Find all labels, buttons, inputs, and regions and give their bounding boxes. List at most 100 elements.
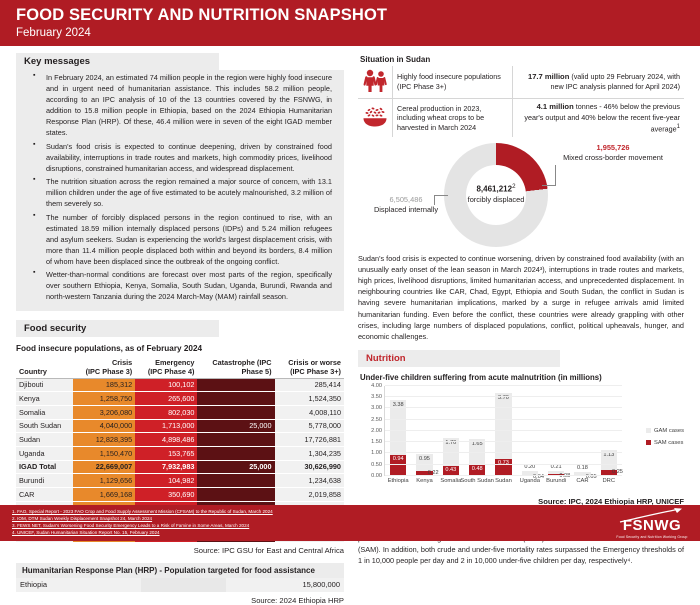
donut-mixed-caption: Mixed cross-border movement	[563, 153, 663, 163]
chart-bar-burundi: 0.21 0.08 Burundi	[543, 386, 570, 484]
chart-segment-gam: 3.70	[495, 392, 512, 460]
donut-center-label: 8,461,2122 forcibly displaced	[444, 183, 548, 205]
donut-label-internal: 6,505,486 Displaced internally	[360, 195, 452, 215]
chart-label-gam: 1.65	[471, 440, 483, 447]
figure-footnote-ref: 1	[676, 123, 680, 130]
chart-gridline: 0.00	[371, 473, 622, 479]
key-message-item: Wetter-than-normal conditions are foreca…	[33, 268, 332, 302]
chart-bar-uganda: 0.20 0.04 Uganda	[517, 386, 544, 484]
column-header-2: Emergency (IPC Phase 4)	[135, 355, 198, 379]
page-subtitle: February 2024	[16, 26, 91, 39]
chart-y-tick: 4.00	[371, 382, 382, 389]
hrp-source: Source: 2024 Ethiopia HRP	[251, 595, 344, 605]
cell-emergency: 1,713,000	[135, 419, 198, 434]
chart-gridline: 3.00	[371, 405, 622, 411]
footnote-3[interactable]: 3. FEWS NET, Sudan's Worsening Food Secu…	[12, 523, 250, 529]
column-header-4: Crisis or worse (IPC Phase 3+)	[274, 355, 344, 379]
key-message-item: In February 2024, an estimated 74 millio…	[33, 71, 332, 138]
cell-country: Burundi	[16, 473, 73, 489]
logo-wordmark: FSNWG	[622, 517, 682, 534]
cell-country: Uganda	[16, 446, 73, 461]
cell-country: CAR	[16, 487, 73, 502]
situation-row-food-insecure: Highly food insecure populations (IPC Ph…	[358, 66, 684, 99]
cell-total: 2,019,858	[274, 487, 344, 502]
cell-crisis: 1,258,750	[72, 391, 136, 407]
chart-bar-drc: 1.13 0.25 DRC	[596, 386, 623, 484]
desc-line-2: including wheat crops to be	[397, 113, 485, 123]
nutrition-band: Nutrition	[358, 349, 561, 367]
chart-x-tick: Somalia	[440, 477, 462, 484]
situation-row-figure: 17.7 million (valid upto 29 February 202…	[512, 66, 684, 99]
chart-label-gam: 0.18	[577, 464, 588, 471]
chart-bar-stack: 1.13 0.25	[600, 450, 623, 476]
donut-internal-value: 6,505,486	[389, 195, 423, 205]
chart-segment-sam: 0.48	[468, 465, 486, 476]
cell-crisis: 3,206,080	[72, 405, 136, 420]
left-column: Key messages In February 2024, an estima…	[0, 46, 352, 605]
cell-catastrophe	[197, 432, 275, 448]
chart-label-sam: 0.94	[392, 455, 404, 462]
figure-note: (valid upto 29 February 2024, with new I…	[550, 71, 680, 92]
chart-segment-gam: 1.13	[600, 450, 617, 471]
chart-label-gam: 1.70	[445, 439, 457, 446]
donut-internal-caption: Displaced internally	[373, 205, 439, 215]
page-header: FOOD SECURITY AND NUTRITION SNAPSHOT Feb…	[0, 0, 700, 46]
key-messages-band: Key messages	[16, 53, 220, 70]
chart-label-gam: 1.13	[603, 452, 615, 459]
hrp-value: 15,800,000	[225, 577, 344, 593]
nutrition-band-label: Nutrition	[366, 352, 406, 364]
table-header-row: Country Crisis (IPC Phase 3) Emergency (IPC …	[16, 355, 344, 379]
chart-bar-somalia: 1.70 0.43 Somalia	[438, 386, 464, 484]
cell-catastrophe: 25,000	[197, 419, 275, 434]
figure-value: 4.1 million	[536, 102, 574, 111]
chart-label-sam: 0.48	[471, 466, 483, 472]
desc-line-3: harvested in March 2024	[397, 122, 477, 132]
column-header-1: Crisis (IPC Phase 3)	[72, 355, 136, 379]
hrp-title: Humanitarian Response Plan (HRP) - Popul…	[16, 562, 344, 578]
chart-legend: GAM cases SAM cases	[646, 428, 684, 452]
chart-gridline: 0.50	[371, 462, 622, 468]
donut-center-footnote: 2	[512, 183, 516, 191]
chart-label-gam: 0.95	[419, 456, 430, 463]
chart-y-tick: 0.00	[371, 472, 382, 479]
cell-catastrophe: 25,000	[197, 460, 275, 475]
footnote-4[interactable]: 4. UNICEF, Sudan Humanitarian Situation …	[12, 530, 160, 536]
leader-line-mixed	[542, 185, 556, 187]
hrp-table: Ethiopia 15,800,000	[16, 577, 344, 593]
chart-label-sam: 0.43	[445, 467, 457, 474]
leader-line-mixed-vert	[555, 165, 556, 187]
chart-bar-sudan: 3.70 0.73 Sudan	[490, 386, 516, 484]
cell-catastrophe	[197, 446, 275, 461]
desc-line-1: Highly food insecure populations	[397, 72, 501, 82]
chart-x-tick: Kenya	[416, 477, 433, 484]
chart-gridline: 2.50	[371, 417, 622, 423]
leader-line-internal-vert	[434, 195, 435, 206]
fsnwg-logo: FSNWG Food Security and Nutrition Workin…	[612, 507, 692, 539]
chart-plot-area: 3.38 0.94 Ethiopia 0.95 0.22 Kenya 1.70 0.43 Som…	[371, 383, 623, 484]
footnote-1[interactable]: 1. FAO, Special Report - 2023 FAO Crop a…	[12, 509, 273, 514]
nutrition-chart-title: Under-five children suffering from acute…	[360, 372, 602, 382]
cell-total: 17,726,881	[274, 432, 344, 448]
table-row: Djibouti 185,312 100,102 285,414	[16, 378, 344, 393]
chart-bars: 3.38 0.94 Ethiopia 0.95 0.22 Kenya 1.70 0.43 Som…	[385, 386, 623, 484]
chart-gridline: 1.00	[371, 450, 622, 456]
cell-crisis: 1,129,656	[72, 473, 136, 489]
chart-label-sam: 0.04	[533, 473, 544, 480]
cell-total: 5,778,000	[274, 419, 344, 434]
chart-x-tick: Burundi	[546, 477, 567, 484]
cell-country: Kenya	[16, 391, 73, 407]
chart-bar-ethiopia: 3.38 0.94 Ethiopia	[385, 386, 411, 484]
chart-bar-south-sudan: 1.65 0.48 South Sudan	[460, 386, 494, 484]
grain-bowl-icon	[358, 98, 393, 138]
chart-bar-stack: 1.70 0.43	[442, 437, 459, 476]
chart-segment-gam: 1.65	[468, 438, 486, 465]
chart-bar-kenya: 0.95 0.22 Kenya	[411, 386, 439, 484]
column-header-3: Catastrophe (IPC Phase 5)	[197, 355, 275, 379]
chart-gridline: 4.00	[371, 383, 622, 389]
table-row: IGAD Total 22,669,007 7,932,983 25,000 30,62…	[16, 460, 344, 475]
key-message-item: Sudan's food crisis is expected to conti…	[33, 140, 332, 174]
cell-crisis: 4,040,000	[72, 419, 136, 434]
footnote-2[interactable]: 2. IOM, DTM Sudan Weekly Displacement Sn…	[12, 516, 153, 522]
chart-bar-car: 0.18 0.05 CAR	[569, 386, 597, 484]
key-messages-box: In February 2024, an estimated 74 millio…	[16, 70, 344, 311]
